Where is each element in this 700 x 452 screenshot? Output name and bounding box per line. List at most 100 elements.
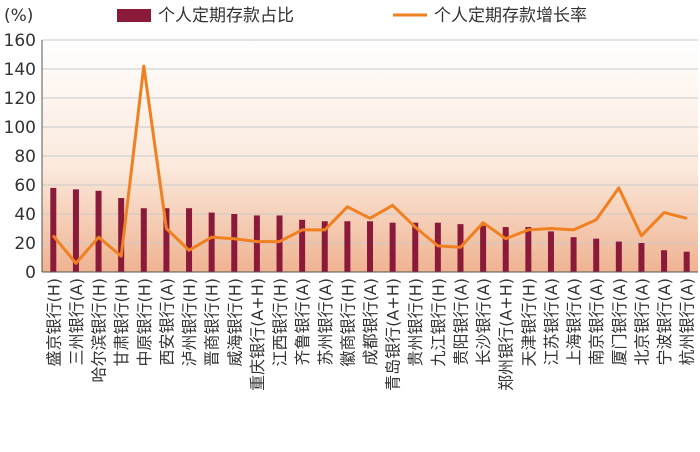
- bar: [276, 215, 283, 272]
- line-point: [210, 236, 213, 238]
- x-tick-label: 南京银行(A): [587, 278, 606, 365]
- bar: [344, 221, 351, 272]
- x-tick-label: 哈尔滨银行(H): [90, 278, 109, 383]
- line-point: [618, 187, 620, 189]
- bar: [95, 190, 102, 272]
- line-point: [278, 240, 281, 243]
- bar: [140, 208, 147, 272]
- x-tick-label: 中原银行(H): [135, 278, 154, 367]
- bar: [231, 214, 238, 272]
- line-point: [97, 236, 100, 238]
- line-point: [482, 221, 484, 224]
- legend: 个人定期存款占比 个人定期存款增长率: [117, 6, 587, 26]
- x-tick-label: 杭州银行(A): [678, 278, 697, 365]
- line-series: [52, 64, 688, 265]
- bar: [638, 243, 645, 272]
- x-tick-label: 重庆银行(A+H): [248, 278, 267, 391]
- line-point: [256, 240, 258, 243]
- line-point: [504, 237, 507, 240]
- bar: [50, 187, 57, 272]
- line-point: [595, 219, 598, 221]
- bar: [253, 215, 260, 272]
- line-point: [414, 226, 417, 228]
- legend-bar-swatch: [117, 9, 151, 22]
- y-tick-label: 100: [4, 118, 36, 138]
- legend-line-label: 个人定期存款增长率: [434, 6, 587, 26]
- line-point: [391, 204, 394, 207]
- x-tick-label: 江西银行(H): [271, 278, 290, 367]
- bar: [661, 250, 668, 272]
- line-point: [188, 249, 190, 252]
- bar: [163, 208, 170, 272]
- bar: [208, 212, 215, 272]
- y-axis: 0 20 40 60 80 100 120 140 160: [4, 31, 43, 283]
- bar: [502, 227, 509, 272]
- line-point: [142, 65, 145, 67]
- x-tick-label: 厦门银行(A): [610, 278, 629, 365]
- bar: [615, 241, 622, 272]
- y-tick-label: 80: [14, 147, 36, 167]
- x-tick-label: 甘肃银行(H): [112, 278, 131, 367]
- bar: [570, 237, 577, 272]
- x-tick-label: 天津银行(H): [519, 278, 538, 367]
- line-point: [52, 234, 55, 237]
- bar: [118, 198, 125, 272]
- bar: [321, 221, 328, 272]
- bar: [593, 238, 600, 272]
- line-point: [550, 227, 552, 230]
- x-tick-label: 长沙银行(A): [474, 278, 493, 365]
- bar: [367, 221, 373, 272]
- y-tick-label: 140: [4, 60, 36, 80]
- x-axis: 盛京银行(H) 三州银行(A) 哈尔滨银行(H) 甘肃银行(H) 中原银行(H) 西安银行…: [42, 271, 698, 391]
- legend-bar-label: 个人定期存款占比: [158, 6, 294, 26]
- x-tick-label: 上海银行(A): [565, 278, 584, 365]
- x-tick-label: 晋商银行(H): [203, 278, 222, 367]
- line-point: [685, 217, 688, 220]
- y-tick-label: 60: [14, 176, 36, 196]
- bar: [299, 219, 306, 272]
- y-tick-label: 120: [4, 89, 36, 109]
- x-tick-label: 成都银行(A): [361, 278, 380, 365]
- line-point: [527, 229, 530, 231]
- line-point: [233, 237, 236, 240]
- bar: [389, 222, 396, 272]
- x-tick-label: 北京银行(A): [632, 278, 651, 365]
- x-tick-label: 苏州银行(A): [316, 278, 335, 365]
- line-point: [346, 205, 349, 208]
- bar: [72, 189, 79, 272]
- line-point: [369, 217, 371, 220]
- bar: [525, 227, 532, 272]
- bar: [412, 222, 419, 272]
- x-tick-label: 九江银行(H): [429, 278, 448, 367]
- x-tick-label: 徽商银行(H): [338, 278, 357, 367]
- y-tick-label: 20: [14, 234, 36, 254]
- x-tick-label: 西安银行(A): [157, 278, 176, 365]
- line-point: [663, 211, 665, 214]
- y-tick-label: 160: [4, 31, 36, 51]
- x-tick-label: 青岛银行(A+H): [384, 278, 403, 391]
- line-point: [459, 246, 462, 249]
- x-tick-label: 威海银行(H): [225, 278, 244, 367]
- line-point: [165, 227, 168, 230]
- x-tick-label: 贵州银行(H): [406, 278, 425, 367]
- x-tick-label: 郑州银行(A+H): [497, 278, 516, 391]
- x-tick-label: 三州银行(A): [67, 278, 86, 365]
- line-point: [323, 229, 326, 231]
- line-point: [640, 234, 643, 237]
- x-tick-label: 泸州银行(H): [180, 278, 199, 367]
- y-unit-label: (%): [4, 6, 33, 26]
- line-point: [437, 245, 439, 247]
- line-point: [75, 262, 77, 265]
- x-tick-label: 江苏银行(A): [542, 278, 561, 365]
- bar: [480, 225, 487, 272]
- x-tick-label: 盛京银行(H): [44, 278, 63, 367]
- line-point: [572, 229, 575, 231]
- x-tick-label: 齐鲁银行(A): [293, 278, 312, 365]
- line-point: [120, 255, 122, 257]
- bar: [547, 231, 554, 272]
- line-point: [301, 229, 303, 231]
- x-tick-label: 宁波银行(A): [655, 278, 674, 365]
- bar: [186, 208, 193, 272]
- x-tick-label: 贵阳银行(A): [451, 278, 470, 365]
